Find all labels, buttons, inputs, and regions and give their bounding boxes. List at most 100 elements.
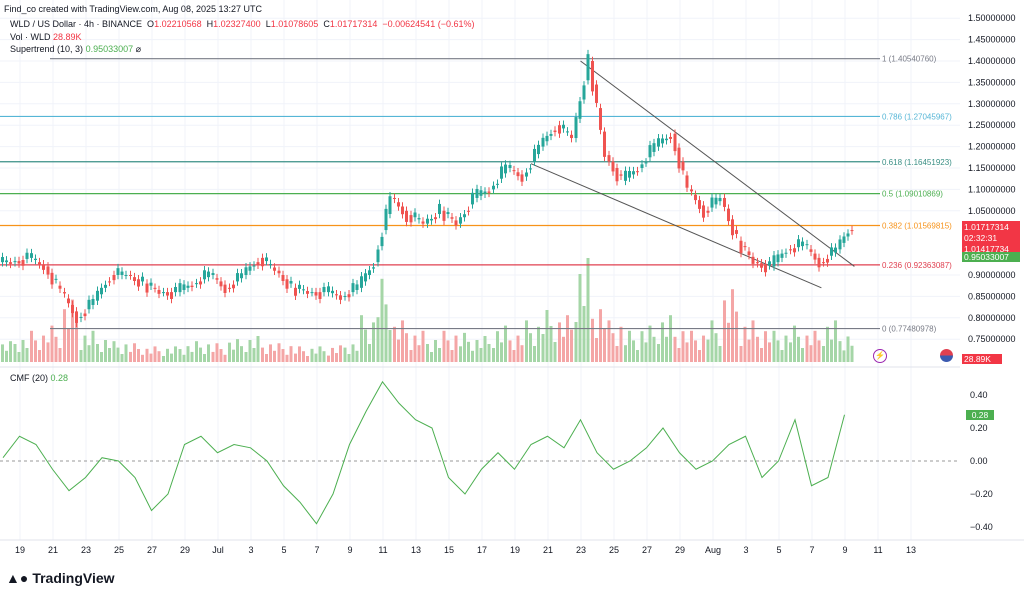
- x-tick-label: 13: [906, 545, 916, 555]
- volume-bar: [13, 344, 17, 362]
- candle-body: [817, 257, 821, 268]
- candle-body: [269, 264, 272, 266]
- fib-level-label: 0 (0.77480978): [882, 325, 937, 334]
- volume-bar: [582, 306, 586, 362]
- volume-bar: [463, 332, 466, 362]
- volume-bar: [467, 341, 470, 362]
- volume-bar: [182, 354, 186, 362]
- volume-bar: [714, 333, 718, 362]
- candle-body: [186, 285, 190, 288]
- cmf-legend[interactable]: CMF (20) 0.28: [10, 373, 68, 383]
- volume-bar: [162, 356, 165, 362]
- volume-bar: [360, 315, 363, 362]
- volume-bar: [380, 278, 384, 362]
- candle-body: [454, 220, 458, 226]
- volume-bar: [475, 340, 479, 362]
- volume-bar: [63, 309, 66, 362]
- volume-bar: [492, 348, 495, 362]
- candle-body: [566, 131, 569, 133]
- candle-body: [599, 108, 602, 130]
- volume-bar: [508, 340, 512, 362]
- candle-body: [178, 283, 182, 293]
- volume-bar: [756, 336, 759, 362]
- candle-body: [215, 278, 219, 280]
- x-tick-label: 7: [809, 545, 814, 555]
- volume-bar: [574, 322, 578, 362]
- candle-body: [809, 249, 813, 252]
- tradingview-logo[interactable]: ▲● TradingView: [6, 570, 115, 586]
- high-value: 1.02327400: [213, 19, 261, 29]
- supertrend-badge: 0.95033007: [962, 252, 1020, 262]
- x-tick-label: 21: [48, 545, 58, 555]
- symbol-title[interactable]: WLD / US Dollar · 4h · BINANCE: [10, 19, 143, 29]
- volume-bar: [479, 348, 483, 362]
- credit-text: Find_co created with TradingView.com, Au…: [4, 4, 262, 14]
- candle-body: [79, 316, 83, 318]
- volume-bar: [228, 342, 231, 362]
- candle-body: [232, 284, 235, 289]
- volume-bar: [690, 330, 693, 362]
- candle-body: [822, 262, 825, 264]
- y-tick-label: 0.85000000: [968, 291, 1016, 301]
- volume-bar: [764, 331, 767, 362]
- volume-bar: [30, 330, 33, 362]
- candle-body: [690, 189, 693, 192]
- volume-bar: [174, 346, 177, 362]
- volume-badge: 28.89K: [962, 354, 1002, 364]
- supertrend-legend[interactable]: Supertrend (10, 3) 0.95033007 ⌀: [10, 44, 141, 55]
- x-tick-label: 29: [180, 545, 190, 555]
- volume-bar: [34, 340, 37, 362]
- y-tick-label: 1.35000000: [968, 77, 1016, 87]
- candle-body: [236, 273, 239, 282]
- volume-legend[interactable]: Vol · WLD 28.89K: [10, 32, 82, 42]
- candle-body: [306, 291, 309, 294]
- volume-bar: [529, 333, 532, 362]
- volume-bar: [677, 348, 681, 362]
- candle-body: [9, 262, 12, 264]
- volume-bar: [232, 349, 235, 362]
- lightning-icon[interactable]: ⚡: [873, 349, 887, 363]
- volume-bar: [42, 335, 45, 362]
- x-tick-label: 3: [248, 545, 253, 555]
- volume-bar: [318, 346, 322, 362]
- volume-bar: [760, 348, 763, 362]
- candle-body: [71, 304, 74, 314]
- symbol-legend: WLD / US Dollar · 4h · BINANCE O1.022105…: [10, 19, 474, 29]
- volume-bar: [71, 299, 74, 362]
- us-flag-icon[interactable]: [940, 349, 953, 362]
- candle-body: [322, 286, 326, 293]
- candle-body: [553, 130, 557, 133]
- volume-bar: [615, 346, 619, 362]
- volume-bar: [388, 330, 392, 362]
- candle-body: [133, 277, 136, 281]
- volume-bar: [100, 352, 103, 362]
- change-value: −0.00624541 (−0.61%): [382, 19, 475, 29]
- candle-body: [124, 275, 128, 276]
- volume-bar: [199, 347, 202, 362]
- volume-bar: [673, 336, 677, 362]
- y-tick-label: 1.05000000: [968, 206, 1016, 216]
- x-tick-label: 25: [114, 545, 124, 555]
- hidden-icon[interactable]: ⌀: [135, 44, 142, 54]
- candle-body: [211, 273, 215, 275]
- candle-body: [174, 286, 177, 293]
- x-tick-label: 19: [15, 545, 25, 555]
- volume-bar: [310, 348, 314, 362]
- volume-bar: [789, 342, 792, 362]
- x-tick-label: 15: [444, 545, 454, 555]
- volume-bar: [793, 325, 796, 362]
- volume-bar: [805, 335, 809, 362]
- volume-bar: [669, 315, 672, 362]
- y-tick-label: 0.90000000: [968, 270, 1016, 280]
- volume-bar: [236, 339, 239, 362]
- candle-body: [203, 270, 206, 280]
- volume-bar: [685, 342, 689, 362]
- candle-body: [780, 253, 784, 258]
- candle-body: [446, 212, 450, 215]
- candle-body: [702, 205, 705, 218]
- volume-bar: [553, 342, 557, 362]
- volume-bar: [599, 309, 602, 362]
- candle-body: [87, 299, 91, 310]
- candle-body: [170, 292, 173, 299]
